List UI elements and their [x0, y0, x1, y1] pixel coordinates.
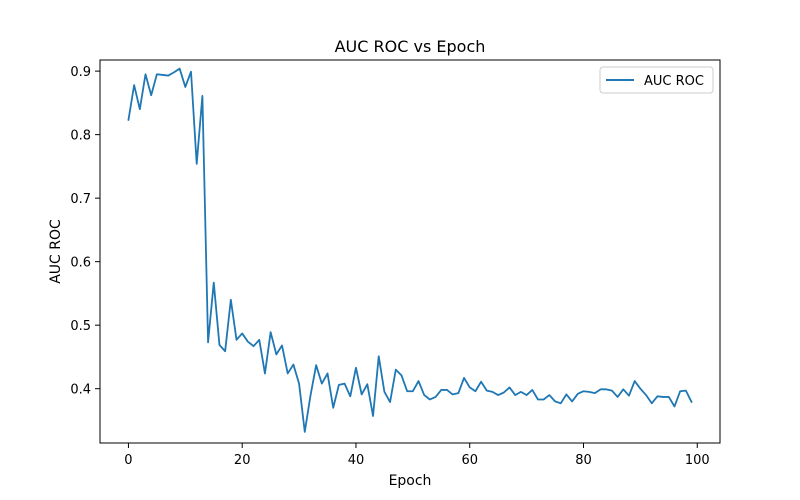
x-tick-label: 0: [124, 453, 132, 468]
x-tick-label: 20: [234, 453, 251, 468]
plot-area: [99, 59, 721, 444]
y-tick-label: 0.4: [70, 383, 91, 398]
x-axis-label: Epoch: [389, 473, 432, 489]
x-axis-ticks: 0 20 40 60 80 100: [124, 443, 710, 468]
x-tick-label: 80: [575, 453, 592, 468]
legend: AUC ROC: [599, 66, 714, 94]
y-tick-label: 0.5: [70, 319, 91, 334]
y-tick-label: 0.7: [70, 192, 91, 207]
y-axis-label: AUC ROC: [48, 219, 64, 284]
x-tick-label: 60: [461, 453, 478, 468]
series-line-auc-roc: [127, 67, 693, 433]
x-tick-label: 100: [685, 453, 710, 468]
x-tick-label: 40: [348, 453, 365, 468]
legend-box: [599, 66, 714, 94]
legend-label-auc-roc: AUC ROC: [644, 74, 704, 89]
chart-title: AUC ROC vs Epoch: [335, 37, 486, 56]
y-tick-label: 0.6: [70, 256, 91, 271]
y-tick-label: 0.8: [70, 129, 91, 144]
y-tick-label: 0.9: [70, 65, 91, 80]
axes-frame: [99, 59, 721, 444]
y-axis-ticks: 0.4 0.5 0.6 0.7 0.8 0.9: [70, 65, 100, 398]
